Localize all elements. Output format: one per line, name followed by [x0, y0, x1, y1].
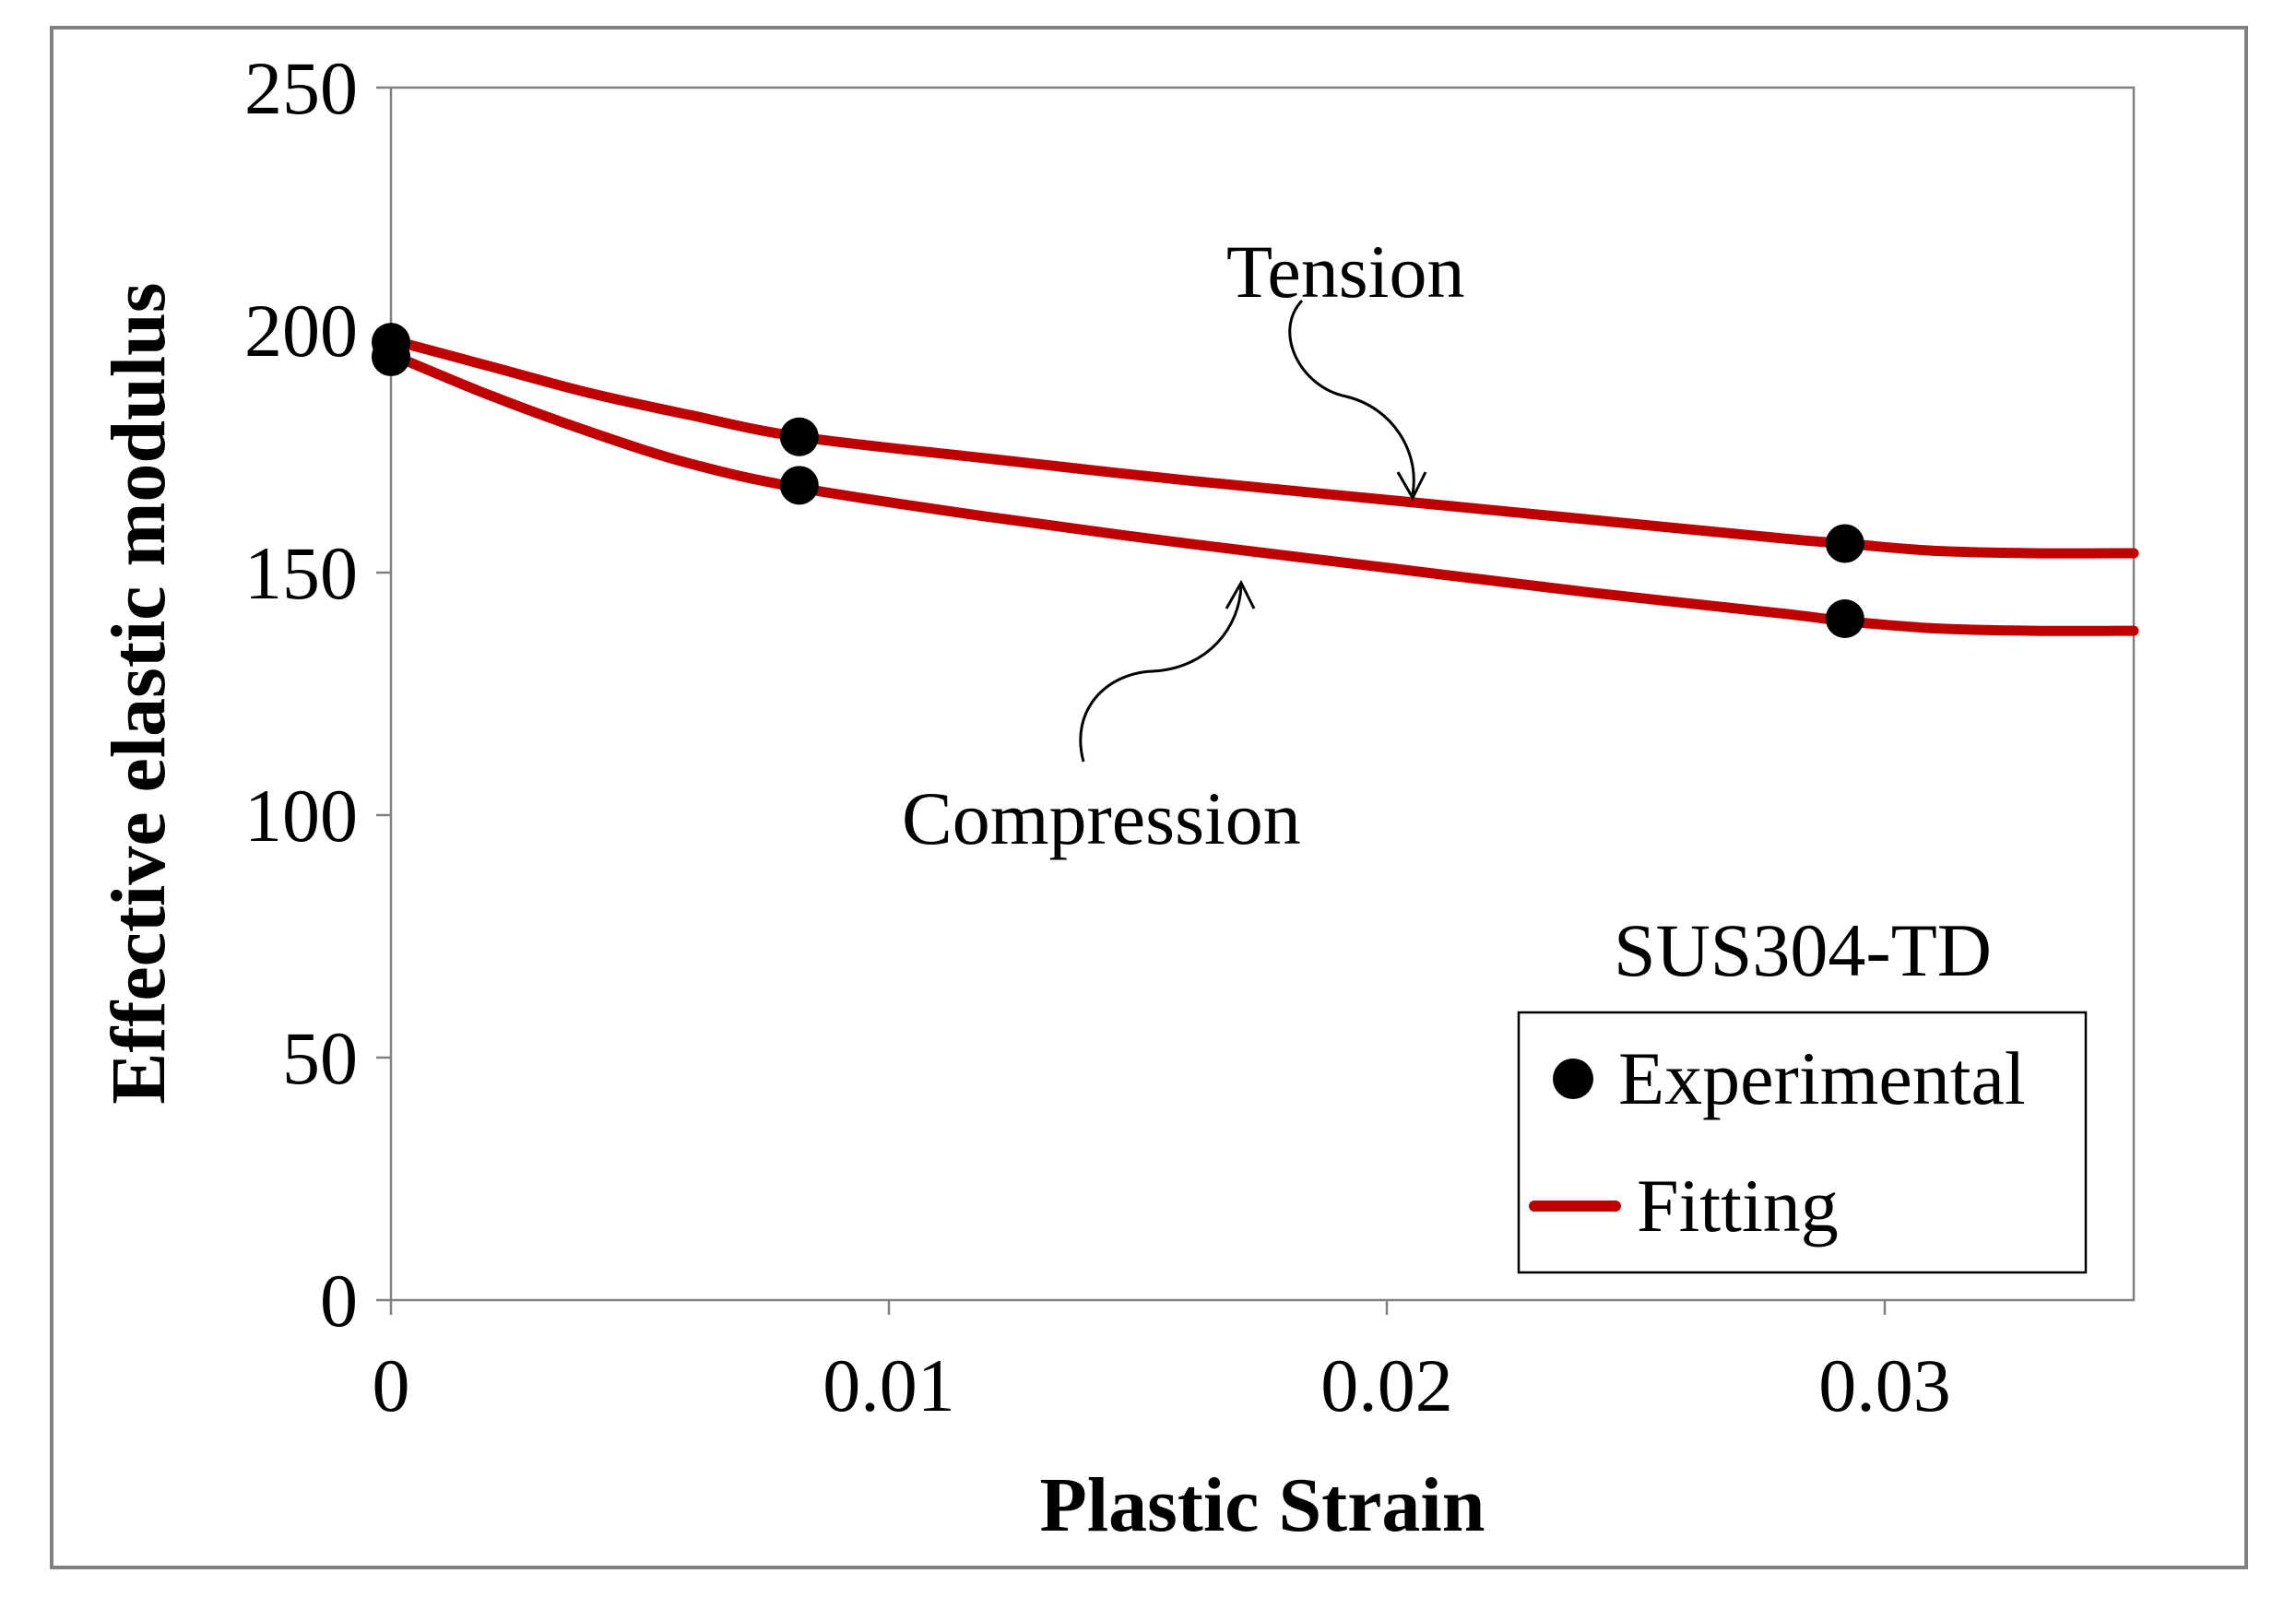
tension-experimental-point: [779, 417, 819, 456]
y-axis-title: Effective elastic modulus: [96, 282, 182, 1104]
y-tick-label: 0: [320, 1259, 358, 1343]
compression-experimental-point: [779, 466, 819, 505]
tension-experimental-point: [1825, 524, 1864, 563]
y-tick-label: 150: [244, 531, 358, 615]
x-axis-title: Plastic Strain: [1040, 1462, 1485, 1548]
experimental-points: [372, 323, 1864, 638]
plot-area: [389, 86, 2136, 1302]
compression-annotation: Compression: [902, 776, 1301, 860]
y-tick-label: 200: [244, 289, 358, 373]
compression-fitting-line: [385, 349, 2139, 636]
tension-arrowhead: [1396, 471, 1427, 502]
legend-label-fitting: Fitting: [1637, 1164, 1839, 1248]
x-tick-label: 0.01: [823, 1343, 955, 1427]
compression-arrowhead: [1225, 579, 1256, 609]
axes: 0 50 100 150 200 250 0 0.01 0.02 0.03: [244, 46, 1951, 1427]
tension-arrow-curve: [1288, 299, 1415, 495]
y-tick-label: 250: [244, 46, 358, 130]
x-tick-label: 0.03: [1818, 1343, 1951, 1427]
x-tick-label: 0.02: [1320, 1343, 1453, 1427]
x-tick-label: 0: [373, 1343, 410, 1427]
figure-frame: [50, 26, 2248, 1569]
tension-annotation: Tension: [1226, 230, 1464, 313]
compression-experimental-point: [372, 337, 410, 376]
legend-marker-experimental: [1553, 1059, 1593, 1099]
tension-fitting-line: [385, 335, 2139, 559]
y-tick-label: 50: [282, 1016, 358, 1100]
legend-label-experimental: Experimental: [1618, 1036, 2026, 1120]
legend-box: [1517, 1011, 2088, 1274]
fitting-lines: [385, 335, 2139, 636]
compression-experimental-point: [1825, 598, 1864, 638]
y-tick-label: 100: [244, 774, 358, 858]
material-label: SUS304-TD: [1614, 908, 1992, 992]
compression-arrow-curve: [1079, 584, 1243, 763]
